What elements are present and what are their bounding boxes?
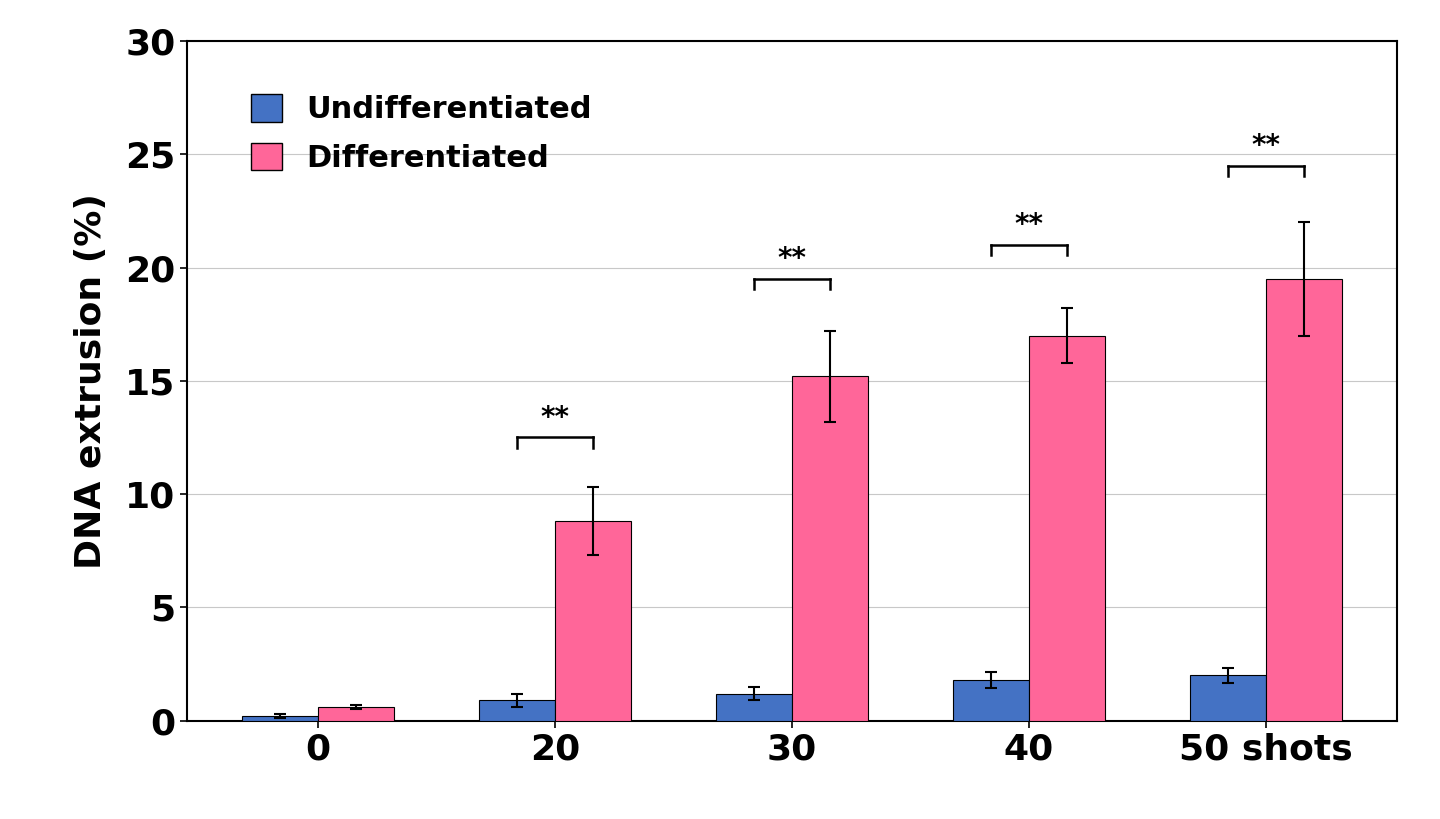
Text: **: **	[1015, 211, 1044, 239]
Legend: Undifferentiated, Differentiated: Undifferentiated, Differentiated	[226, 70, 616, 197]
Bar	[716, 694, 792, 721]
Bar	[318, 707, 395, 721]
Bar	[792, 376, 868, 721]
Bar	[1030, 336, 1104, 721]
Bar	[1189, 676, 1266, 721]
Text: **: **	[1251, 132, 1280, 160]
Y-axis label: DNA extrusion (%): DNA extrusion (%)	[75, 193, 108, 568]
Bar	[1266, 278, 1342, 721]
Bar	[554, 522, 631, 721]
Text: **: **	[778, 245, 806, 274]
Text: **: **	[540, 404, 569, 432]
Bar	[242, 716, 318, 721]
Bar	[480, 700, 554, 721]
Bar	[953, 680, 1030, 721]
